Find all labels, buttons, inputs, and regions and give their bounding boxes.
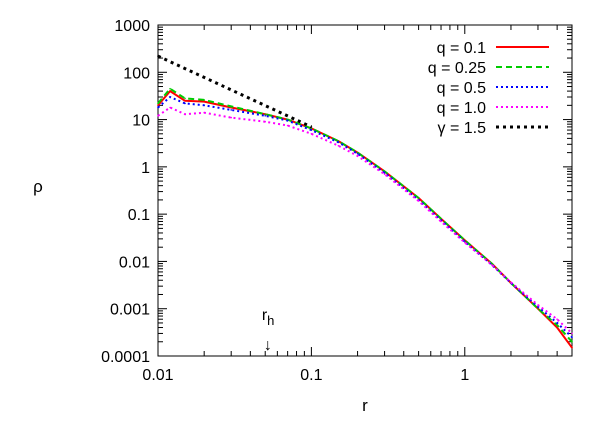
series-line-2 (157, 87, 573, 343)
series-3-point (556, 322, 558, 324)
series-2-point (203, 99, 205, 101)
series-1-point (157, 104, 159, 107)
y-tick-label: 0.01 (119, 254, 150, 271)
legend-label: q = 0.25 (428, 60, 486, 77)
legend-label: γ = 1.5 (438, 120, 487, 137)
x-tick-label: 1 (460, 367, 469, 384)
series-3-point (157, 106, 159, 109)
tick-labels: 0.01 0.1 1 0.0001 0.001 0.01 0.1 1 10 100 1000 (101, 18, 469, 384)
legend-label: q = 0.1 (437, 40, 486, 57)
series-line-1 (157, 90, 573, 349)
series-4-point (337, 144, 340, 147)
series-4-point (264, 120, 267, 123)
series-4-point (491, 264, 493, 266)
series-3-point (337, 141, 340, 144)
series-3-point (383, 172, 386, 174)
axis-ticks (157, 24, 573, 357)
y-tick-label: 1000 (114, 18, 150, 35)
series-4-point (510, 281, 512, 284)
legend: q = 0.1 q = 0.25 q = 0.5 q = 1.0 γ = 1.5 (428, 40, 549, 137)
legend-label: q = 0.5 (437, 80, 486, 97)
series-lines (157, 54, 573, 349)
series-line-3 (157, 96, 573, 338)
y-axis-label: ρ (33, 177, 43, 196)
series-2-point (310, 127, 313, 130)
x-axis-label: r (362, 396, 368, 415)
rh-arrow: ↓ (264, 337, 272, 354)
series-4-point (571, 332, 573, 335)
series-3-point (356, 152, 359, 155)
x-tick-label: 0.01 (142, 367, 173, 384)
series-3-point (203, 104, 205, 107)
series-4-point (383, 173, 386, 175)
x-tick-label: 0.1 (300, 367, 322, 384)
series-4-point (286, 124, 289, 127)
series-1-point (203, 100, 205, 103)
series-2-point (264, 113, 267, 115)
series-1-point (556, 326, 558, 329)
series-3-point (169, 96, 171, 98)
series-4-point (230, 116, 232, 119)
series-3-point (310, 129, 313, 131)
series-4-point (310, 133, 313, 135)
series-5-point (310, 126, 313, 128)
series-4-point (537, 304, 539, 306)
series-4-point (157, 115, 159, 117)
y-tick-label: 0.001 (110, 302, 150, 319)
series-line-4 (157, 106, 573, 335)
series-1-point (169, 90, 171, 92)
series-4-point (356, 155, 359, 157)
series-2-point (571, 341, 573, 343)
series-2-point (537, 307, 539, 310)
series-5-point (157, 55, 159, 57)
series-2-point (184, 97, 186, 100)
series-2-point (230, 105, 232, 108)
y-tick-label: 10 (132, 113, 150, 130)
series-1-point (184, 100, 186, 102)
series-2-point (356, 151, 359, 154)
y-tick-label: 0.1 (128, 207, 150, 224)
rh-annotation: rh ↓ (262, 307, 275, 354)
series-1-point (571, 346, 573, 349)
rh-label-subscript: h (267, 313, 274, 328)
series-4-point (556, 318, 558, 321)
series-3-point (286, 119, 289, 122)
series-2-point (440, 217, 442, 220)
series-3-point (230, 109, 232, 111)
y-tick-label: 0.0001 (101, 349, 150, 366)
rh-label: rh (262, 307, 275, 328)
rh-label-main: r (262, 307, 268, 324)
series-line-5 (157, 54, 313, 129)
series-2-point (417, 197, 420, 199)
series-2-point (556, 324, 558, 326)
series-3-point (264, 115, 267, 117)
legend-label: q = 1.0 (437, 100, 486, 117)
series-4-point (464, 241, 466, 244)
series-4-point (440, 220, 442, 223)
series-3-point (571, 336, 573, 339)
plot-frame (157, 24, 573, 357)
y-tick-label: 100 (123, 65, 150, 82)
series-2-point (169, 87, 171, 90)
y-tick-label: 1 (141, 160, 150, 177)
series-4-point (184, 113, 186, 115)
series-4-point (169, 106, 171, 109)
series-2-point (157, 102, 159, 105)
series-4-point (417, 200, 420, 202)
series-4-point (203, 111, 205, 114)
series-3-point (184, 102, 186, 105)
